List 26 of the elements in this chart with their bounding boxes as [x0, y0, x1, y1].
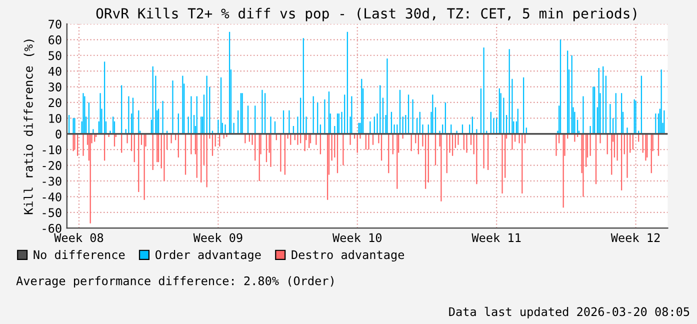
y-tick-label: 30 — [48, 82, 62, 92]
y-tick-label: 20 — [48, 98, 62, 108]
legend-label: No difference — [34, 250, 125, 260]
y-tick-label: -20 — [42, 161, 62, 170]
y-tick-label: -60 — [42, 224, 62, 233]
legend-label: Order advantage — [156, 250, 261, 262]
y-tick-label: 60 — [48, 35, 62, 44]
chart-title: ORvR Kills T2+ % diff vs pop - (Last 30d, TZ: CET, 5 min periods) — [96, 8, 636, 22]
legend-label: Destro advantage — [292, 250, 404, 262]
y-tick-label: 50 — [48, 51, 62, 60]
x-tick-label: Week 12 — [610, 233, 660, 242]
y-axis-title: Kill ratio difference (%) — [24, 40, 34, 214]
text: Data last updated 2026-03-20 08:05 — [449, 306, 690, 318]
x-tick-label: Week 10 — [332, 233, 382, 242]
x-tick-label: Week 11 — [472, 233, 521, 242]
y-tick-label: 0 — [56, 130, 62, 139]
y-tick-label: 70 — [48, 20, 62, 29]
x-tick-label: Week 09 — [193, 233, 242, 242]
x-tick-label: Week 08 — [54, 233, 104, 242]
y-tick-label: -50 — [42, 208, 62, 218]
y-tick-label: -40 — [42, 192, 62, 202]
y-tick-label: -10 — [42, 145, 62, 154]
y-tick-label: 40 — [48, 66, 62, 76]
text: Average performance difference: 2.80% (Order) — [16, 276, 334, 288]
y-tick-label: 10 — [49, 114, 62, 123]
y-tick-label: -30 — [42, 176, 62, 186]
